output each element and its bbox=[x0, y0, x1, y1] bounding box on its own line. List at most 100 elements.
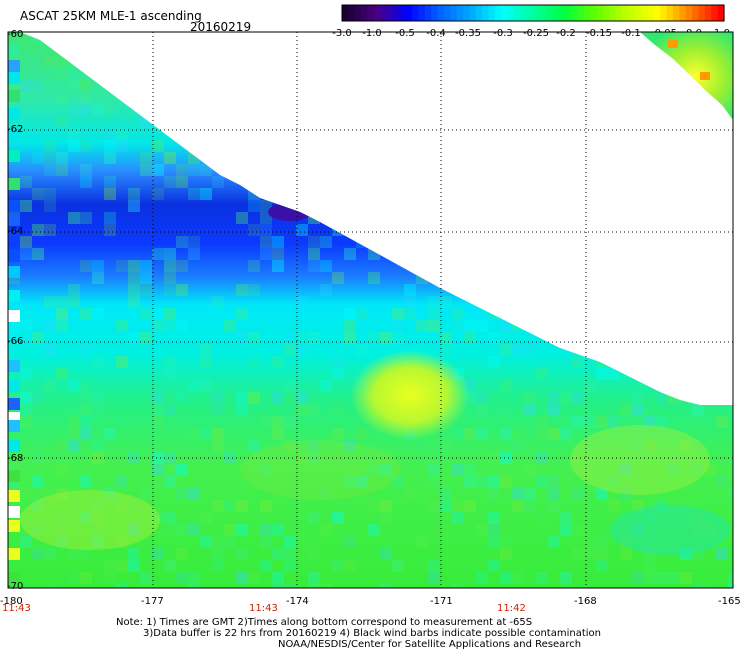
colorbar-segment bbox=[571, 5, 579, 21]
data-pixel bbox=[296, 296, 308, 308]
data-pixel bbox=[212, 428, 224, 440]
data-pixel bbox=[656, 308, 668, 320]
data-pixel bbox=[668, 236, 680, 248]
data-pixel bbox=[608, 416, 620, 428]
data-pixel bbox=[260, 464, 272, 476]
data-pixel bbox=[572, 224, 584, 236]
data-pixel bbox=[164, 320, 176, 332]
data-pixel bbox=[344, 212, 356, 224]
lon-label: -177 bbox=[141, 596, 164, 607]
data-pixel bbox=[548, 284, 560, 296]
data-pixel bbox=[152, 548, 164, 560]
data-pixel bbox=[68, 404, 80, 416]
colorbar-segment bbox=[596, 5, 604, 21]
data-pixel bbox=[164, 452, 176, 464]
data-pixel bbox=[20, 392, 32, 404]
colorbar-segment bbox=[583, 5, 591, 21]
data-pixel bbox=[80, 512, 92, 524]
data-pixel bbox=[320, 92, 332, 104]
data-pixel bbox=[488, 452, 500, 464]
data-pixel bbox=[116, 500, 128, 512]
data-pixel bbox=[44, 320, 56, 332]
data-pixel bbox=[368, 272, 380, 284]
data-pixel bbox=[644, 164, 656, 176]
data-pixel bbox=[632, 428, 644, 440]
data-pixel bbox=[332, 368, 344, 380]
data-pixel bbox=[644, 80, 656, 92]
colorbar bbox=[341, 4, 725, 22]
data-pixel bbox=[32, 332, 44, 344]
data-pixel bbox=[488, 476, 500, 488]
data-pixel bbox=[656, 224, 668, 236]
data-pixel bbox=[116, 560, 128, 572]
data-pixel bbox=[140, 284, 152, 296]
data-pixel bbox=[488, 104, 500, 116]
data-pixel bbox=[728, 236, 733, 248]
data-pixel bbox=[284, 380, 296, 392]
data-pixel bbox=[188, 248, 200, 260]
data-pixel bbox=[44, 140, 56, 152]
data-pixel bbox=[128, 188, 140, 200]
data-pixel bbox=[656, 164, 668, 176]
data-pixel bbox=[728, 248, 733, 260]
edge-pixel bbox=[8, 398, 20, 410]
data-pixel bbox=[716, 332, 728, 344]
colorbar-segment bbox=[622, 5, 630, 21]
data-pixel bbox=[296, 224, 308, 236]
data-pixel bbox=[188, 584, 200, 588]
colorbar-segment bbox=[462, 5, 470, 21]
data-pixel bbox=[632, 224, 644, 236]
data-pixel bbox=[440, 68, 452, 80]
data-pixel bbox=[32, 80, 44, 92]
data-pixel bbox=[572, 344, 584, 356]
data-pixel bbox=[476, 212, 488, 224]
data-pixel bbox=[452, 500, 464, 512]
data-pixel bbox=[128, 548, 140, 560]
data-pixel bbox=[524, 140, 536, 152]
data-pixel bbox=[572, 356, 584, 368]
data-pixel bbox=[500, 236, 512, 248]
data-pixel bbox=[200, 56, 212, 68]
data-pixel bbox=[464, 332, 476, 344]
data-pixel bbox=[308, 32, 320, 44]
data-pixel bbox=[596, 236, 608, 248]
data-pixel bbox=[188, 488, 200, 500]
data-pixel bbox=[704, 584, 716, 588]
data-pixel bbox=[92, 524, 104, 536]
data-pixel bbox=[716, 416, 728, 428]
data-pixel bbox=[212, 500, 224, 512]
data-pixel bbox=[380, 464, 392, 476]
data-pixel bbox=[440, 296, 452, 308]
data-pixel bbox=[284, 548, 296, 560]
data-pixel bbox=[140, 32, 152, 44]
data-pixel bbox=[320, 236, 332, 248]
data-pixel bbox=[80, 428, 92, 440]
colorbar-segment bbox=[653, 5, 661, 21]
edge-pixel bbox=[8, 60, 20, 72]
data-pixel bbox=[176, 164, 188, 176]
data-pixel bbox=[668, 464, 680, 476]
data-pixel bbox=[140, 260, 152, 272]
data-pixel bbox=[80, 80, 92, 92]
data-pixel bbox=[356, 476, 368, 488]
data-pixel bbox=[44, 344, 56, 356]
data-pixel bbox=[548, 140, 560, 152]
data-pixel bbox=[308, 44, 320, 56]
data-pixel bbox=[164, 272, 176, 284]
data-pixel bbox=[128, 284, 140, 296]
data-pixel bbox=[92, 404, 104, 416]
data-pixel bbox=[68, 296, 80, 308]
edge-pixel bbox=[8, 108, 20, 120]
data-pixel bbox=[20, 320, 32, 332]
data-pixel bbox=[212, 548, 224, 560]
data-pixel bbox=[560, 428, 572, 440]
lat-label: -68 bbox=[7, 453, 23, 464]
data-pixel bbox=[272, 92, 284, 104]
data-pixel bbox=[332, 272, 344, 284]
data-pixel bbox=[56, 92, 68, 104]
data-pixel bbox=[152, 416, 164, 428]
data-pixel bbox=[704, 356, 716, 368]
data-pixel bbox=[476, 572, 488, 584]
data-pixel bbox=[488, 188, 500, 200]
data-pixel bbox=[224, 128, 236, 140]
